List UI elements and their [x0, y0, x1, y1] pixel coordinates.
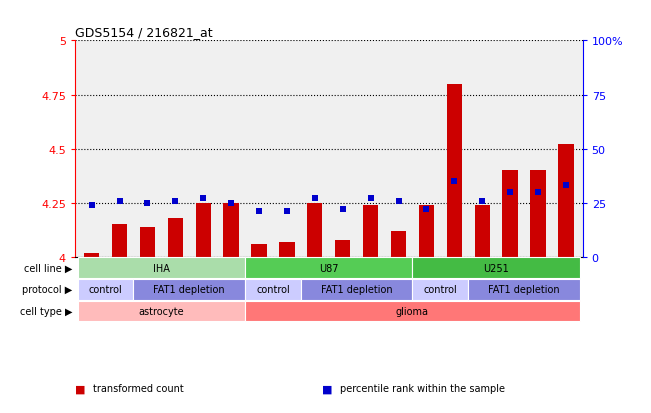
- Bar: [363, 206, 378, 257]
- Text: cell line ▶: cell line ▶: [24, 263, 72, 273]
- Text: astrocyte: astrocyte: [139, 306, 184, 316]
- Bar: [77, 301, 245, 322]
- Bar: [531, 171, 546, 257]
- Text: ■: ■: [75, 383, 85, 393]
- Text: FAT1 depletion: FAT1 depletion: [321, 285, 393, 295]
- Text: FAT1 depletion: FAT1 depletion: [488, 285, 560, 295]
- Bar: [391, 231, 406, 257]
- Text: transformed count: transformed count: [93, 383, 184, 393]
- Bar: [419, 206, 434, 257]
- Bar: [301, 279, 413, 300]
- Bar: [245, 279, 301, 300]
- Bar: [245, 258, 413, 278]
- Text: cell type ▶: cell type ▶: [20, 306, 72, 316]
- Text: protocol ▶: protocol ▶: [22, 285, 72, 295]
- Bar: [503, 171, 518, 257]
- Bar: [413, 258, 580, 278]
- Bar: [112, 225, 127, 257]
- Bar: [140, 227, 155, 257]
- Text: U251: U251: [483, 263, 509, 273]
- Text: GDS5154 / 216821_at: GDS5154 / 216821_at: [75, 26, 212, 39]
- Bar: [223, 203, 239, 257]
- Bar: [279, 242, 294, 257]
- Bar: [413, 279, 468, 300]
- Text: percentile rank within the sample: percentile rank within the sample: [340, 383, 505, 393]
- Text: control: control: [424, 285, 457, 295]
- Bar: [245, 301, 580, 322]
- Bar: [475, 206, 490, 257]
- Bar: [133, 279, 245, 300]
- Bar: [77, 258, 245, 278]
- Text: U87: U87: [319, 263, 339, 273]
- Bar: [84, 253, 99, 257]
- Bar: [335, 240, 350, 257]
- Bar: [251, 244, 267, 257]
- Text: FAT1 depletion: FAT1 depletion: [154, 285, 225, 295]
- Bar: [447, 85, 462, 257]
- Text: IHA: IHA: [153, 263, 170, 273]
- Bar: [168, 218, 183, 257]
- Bar: [558, 145, 574, 257]
- Text: glioma: glioma: [396, 306, 429, 316]
- Text: control: control: [89, 285, 122, 295]
- Bar: [468, 279, 580, 300]
- Text: ■: ■: [322, 383, 333, 393]
- Bar: [195, 203, 211, 257]
- Bar: [307, 203, 322, 257]
- Bar: [77, 279, 133, 300]
- Text: control: control: [256, 285, 290, 295]
